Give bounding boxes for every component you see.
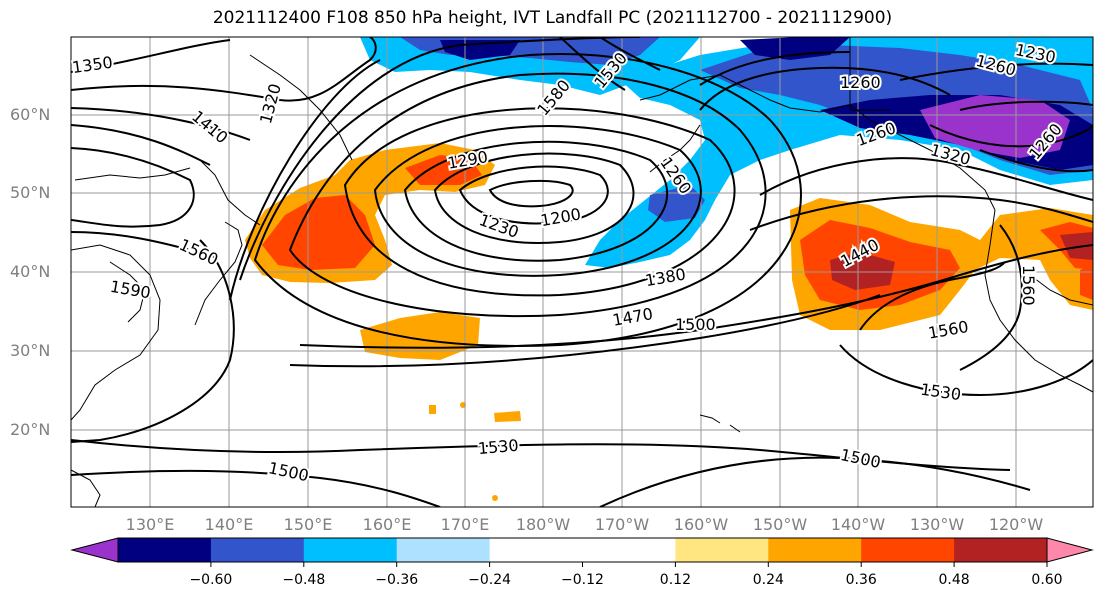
height-contours xyxy=(71,37,1093,507)
map-title: 2021112400 F108 850 hPa height, IVT Land… xyxy=(212,8,893,28)
contour-label: 1350 xyxy=(71,53,114,77)
contour-label: 1530 xyxy=(477,436,519,458)
contour-label: 1500 xyxy=(675,315,716,334)
colorbar-tick-label: −0.24 xyxy=(468,572,512,588)
lon-label: 170°E xyxy=(440,515,490,534)
colorbar-segment xyxy=(861,538,955,562)
colorbar-extend-max xyxy=(1046,537,1094,563)
contour-label: 1560 xyxy=(1019,265,1038,306)
colorbar-tick-label: −0.48 xyxy=(282,572,326,588)
colorbar-tick-label: 0.24 xyxy=(752,572,784,588)
lat-label: 20°N xyxy=(10,420,51,439)
lon-label: 150°W xyxy=(752,515,808,534)
lat-label: 50°N xyxy=(10,183,51,202)
colorbar-tick-label: 0.60 xyxy=(1031,572,1063,588)
colorbar-segment xyxy=(396,538,491,562)
colorbar-segment xyxy=(210,538,305,562)
colorbar-segment xyxy=(954,538,1048,562)
lon-label: 120°W xyxy=(988,515,1044,534)
colorbar-extend-min xyxy=(70,537,119,563)
lon-label: 140°E xyxy=(204,515,254,534)
colorbar xyxy=(70,537,1094,567)
colorbar-tick-label: −0.60 xyxy=(189,572,233,588)
lon-label: 160°E xyxy=(362,515,412,534)
colorbar-segment xyxy=(118,538,212,562)
lon-label: 130°W xyxy=(909,515,965,534)
contour-label: 1530 xyxy=(919,380,962,404)
lon-label: 150°E xyxy=(283,515,333,534)
colorbar-segment xyxy=(675,538,769,562)
colorbar-tick-label: 0.12 xyxy=(659,572,691,588)
colorbar-tick-label: 0.48 xyxy=(938,572,970,588)
lon-label: 140°W xyxy=(830,515,886,534)
colorbar-tick-label: 0.36 xyxy=(845,572,877,588)
colorbar-tick-label: −0.12 xyxy=(561,572,604,588)
colorbar-segment xyxy=(489,538,583,562)
graticule xyxy=(71,37,1093,507)
lat-label: 60°N xyxy=(10,105,51,124)
lon-label: 170°W xyxy=(594,515,650,534)
colorbar-segment xyxy=(303,538,398,562)
negative-ivt-shading xyxy=(360,37,1093,268)
lon-label: 130°E xyxy=(125,515,175,534)
colorbar-segment xyxy=(582,538,676,562)
lon-label: 180°W xyxy=(515,515,571,534)
contour-label: 1260 xyxy=(840,73,881,92)
lat-label: 40°N xyxy=(10,262,51,281)
lon-label: 160°W xyxy=(673,515,729,534)
colorbar-tick-label: −0.36 xyxy=(375,572,419,588)
lat-label: 30°N xyxy=(10,341,51,360)
colorbar-segment xyxy=(768,538,862,562)
